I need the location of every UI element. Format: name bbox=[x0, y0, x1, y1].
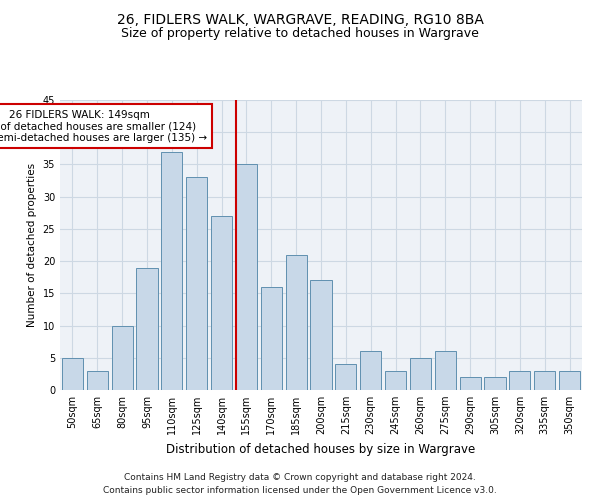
Bar bbox=[236, 164, 257, 390]
Bar bbox=[410, 358, 431, 390]
Text: 26, FIDLERS WALK, WARGRAVE, READING, RG10 8BA: 26, FIDLERS WALK, WARGRAVE, READING, RG1… bbox=[116, 12, 484, 26]
Bar bbox=[211, 216, 232, 390]
Text: Distribution of detached houses by size in Wargrave: Distribution of detached houses by size … bbox=[166, 442, 476, 456]
Bar bbox=[335, 364, 356, 390]
Bar bbox=[62, 358, 83, 390]
Bar bbox=[460, 377, 481, 390]
Text: 26 FIDLERS WALK: 149sqm
← 48% of detached houses are smaller (124)
52% of semi-d: 26 FIDLERS WALK: 149sqm ← 48% of detache… bbox=[0, 110, 207, 143]
Bar bbox=[310, 280, 332, 390]
Bar bbox=[261, 287, 282, 390]
Bar bbox=[559, 370, 580, 390]
Bar bbox=[87, 370, 108, 390]
Bar bbox=[385, 370, 406, 390]
Text: Contains HM Land Registry data © Crown copyright and database right 2024.: Contains HM Land Registry data © Crown c… bbox=[124, 472, 476, 482]
Bar bbox=[136, 268, 158, 390]
Y-axis label: Number of detached properties: Number of detached properties bbox=[27, 163, 37, 327]
Bar bbox=[435, 352, 456, 390]
Text: Size of property relative to detached houses in Wargrave: Size of property relative to detached ho… bbox=[121, 28, 479, 40]
Bar bbox=[509, 370, 530, 390]
Text: Contains public sector information licensed under the Open Government Licence v3: Contains public sector information licen… bbox=[103, 486, 497, 495]
Bar bbox=[534, 370, 555, 390]
Bar bbox=[186, 178, 207, 390]
Bar bbox=[484, 377, 506, 390]
Bar bbox=[360, 352, 381, 390]
Bar bbox=[286, 254, 307, 390]
Bar bbox=[161, 152, 182, 390]
Bar bbox=[112, 326, 133, 390]
